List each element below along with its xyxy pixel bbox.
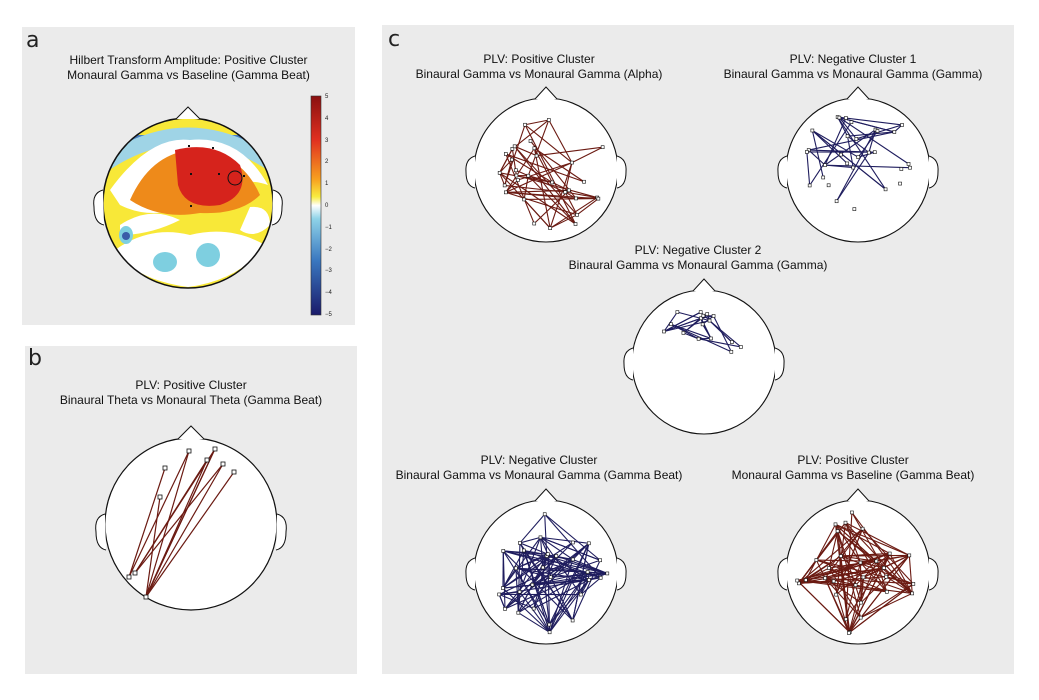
panel-c-map-title: PLV: Negative Cluster Binaural Gamma vs M…: [379, 453, 699, 483]
colorbar-tick-label: 2: [325, 159, 329, 166]
connectivity-map-b: [95, 425, 287, 611]
panel-a-title-line1: Hilbert Transform Amplitude: Positive Cl…: [69, 53, 308, 67]
colorbar-tick-label: −1: [325, 224, 332, 231]
panel-c-map-title: PLV: Negative Cluster 1 Binaural Gamma vs…: [693, 52, 1013, 82]
panel-b-letter: b: [28, 346, 42, 371]
panel-c-map-title-line2: Binaural Gamma vs Monaural Gamma (Gamma): [568, 258, 828, 272]
panel-c-map-title-line1: PLV: Negative Cluster 1: [789, 52, 917, 66]
panel-c-map-title-line1: PLV: Positive Cluster: [797, 453, 909, 467]
panel-c-map-title: PLV: Negative Cluster 2 Binaural Gamma vs…: [538, 243, 858, 273]
colorbar-tick-label: 4: [325, 115, 329, 122]
colorbar-tick-label: −4: [325, 290, 332, 297]
colorbar-tick-label: −5: [325, 312, 332, 318]
panel-c-map-title: PLV: Positive Cluster Binaural Gamma vs M…: [379, 52, 699, 82]
connectivity-map-c-3: [623, 278, 785, 435]
colorbar-tick-label: 5: [325, 94, 329, 100]
panel-c-map-title-line1: PLV: Negative Cluster 2: [634, 243, 762, 257]
panel-b-title: PLV: Positive Cluster Binaural Theta vs …: [25, 378, 357, 408]
panel-a-letter: a: [26, 28, 40, 53]
colorbar-tick-label: 1: [325, 181, 329, 188]
panel-c-letter: c: [388, 27, 401, 52]
panel-a-title: Hilbert Transform Amplitude: Positive Cl…: [22, 53, 355, 83]
panel-c-map-title-line2: Binaural Gamma vs Monaural Gamma (Gamma …: [395, 468, 683, 482]
panel-b-title-line2: Binaural Theta vs Monaural Theta (Gamma …: [59, 393, 323, 407]
connectivity-map-c-5: [777, 488, 939, 645]
panel-a-title-line2: Monaural Gamma vs Baseline (Gamma Beat): [67, 68, 310, 82]
panel-b-title-line1: PLV: Positive Cluster: [135, 378, 247, 392]
colorbar-tick-label: −3: [325, 268, 332, 275]
panel-c-map-title-line2: Binaural Gamma vs Monaural Gamma (Gamma): [723, 67, 983, 81]
panel-c-map-title: PLV: Positive Cluster Monaural Gamma vs B…: [693, 453, 1013, 483]
panel-c-map-title-line1: PLV: Positive Cluster: [483, 52, 595, 66]
connectivity-map-c-2: [777, 86, 939, 243]
colorbar: [310, 95, 322, 316]
colorbar-tick-label: 0: [325, 203, 329, 209]
panel-c-map-title-line2: Binaural Gamma vs Monaural Gamma (Alpha): [415, 67, 663, 81]
connectivity-map-c-1: [465, 86, 627, 243]
connectivity-map-c-4: [465, 488, 627, 645]
panel-c-map-title-line2: Monaural Gamma vs Baseline (Gamma Beat): [731, 468, 975, 482]
panel-c-map-title-line1: PLV: Negative Cluster: [480, 453, 598, 467]
colorbar-tick-label: −2: [325, 246, 332, 253]
colorbar-tick-label: 3: [325, 137, 329, 144]
topoplot-amplitude-map: [93, 106, 283, 289]
